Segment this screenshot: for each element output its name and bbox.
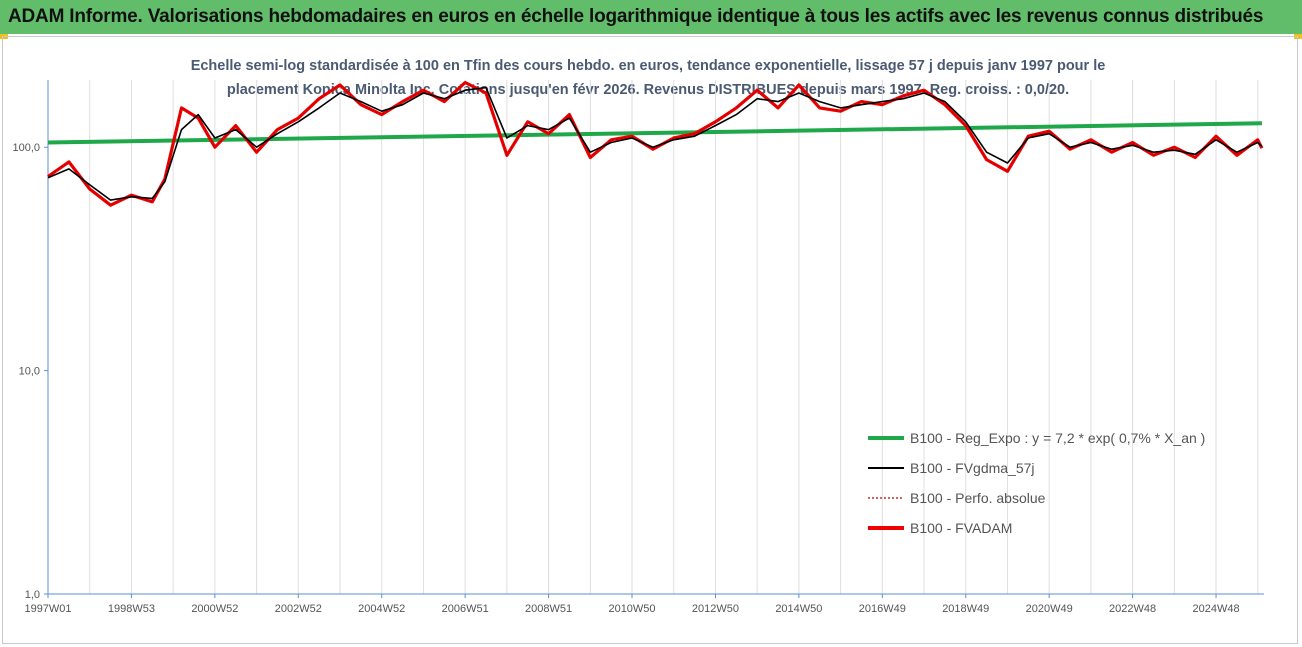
series-line-3 (47, 80, 1264, 207)
chart-subtitle-line-2: placement Konica Minolta Inc. Cotations … (227, 82, 1069, 98)
y-tick-label: 10,0 (19, 366, 40, 378)
x-tick-label: 1998W53 (108, 603, 155, 615)
legend-entry-1: B100 - FVgdma_57j (910, 460, 1035, 476)
x-tick-label: 2010W50 (608, 603, 655, 615)
chart-subtitle-line-1: Echelle semi-log standardisée à 100 en T… (191, 58, 1106, 74)
x-tick-label: 2000W52 (191, 603, 238, 615)
x-tick-label: 2004W52 (358, 603, 405, 615)
x-tick-label: 2002W52 (275, 603, 322, 615)
series-layer (47, 80, 1264, 207)
x-tick-label: 2008W51 (525, 603, 572, 615)
series-line-2 (47, 82, 1263, 206)
x-tick-label: 2022W48 (1109, 603, 1156, 615)
series-line-1 (47, 86, 1263, 201)
x-tick-label: 2014W50 (775, 603, 822, 615)
x-tick-label: 2016W49 (859, 603, 906, 615)
axis-layer: 1,0 10,0 100,0 1997W01 1998W53 2000W52 2002W52… (12, 80, 1264, 615)
chart-area-border (2, 36, 1298, 644)
y-tick-label: 100,0 (12, 142, 40, 154)
x-tick-label: 2012W50 (692, 603, 739, 615)
x-tick-label: 2020W49 (1026, 603, 1073, 615)
page-title: ADAM Informe. Valorisations hebdomadaire… (8, 6, 1264, 27)
grid-layer (47, 80, 1259, 594)
header-bar: ADAM Informe. Valorisations hebdomadaire… (0, 0, 1302, 34)
series-line-0 (47, 121, 1262, 145)
y-tick-label: 1,0 (25, 589, 40, 601)
x-tick-label: 2006W51 (442, 603, 489, 615)
chart-legend: B100 - Reg_Expo : y = 7,2 * exp( 0,7% * … (868, 430, 1205, 536)
legend-entry-2: B100 - Perfo. absolue (910, 490, 1046, 506)
x-tick-label: 2024W48 (1192, 603, 1239, 615)
x-tick-label: 1997W01 (24, 603, 71, 615)
legend-entry-3: B100 - FVADAM (910, 520, 1012, 536)
x-tick-label: 2018W49 (942, 603, 989, 615)
corner-marker-right (1294, 34, 1302, 39)
legend-entry-0: B100 - Reg_Expo : y = 7,2 * exp( 0,7% * … (910, 430, 1205, 446)
